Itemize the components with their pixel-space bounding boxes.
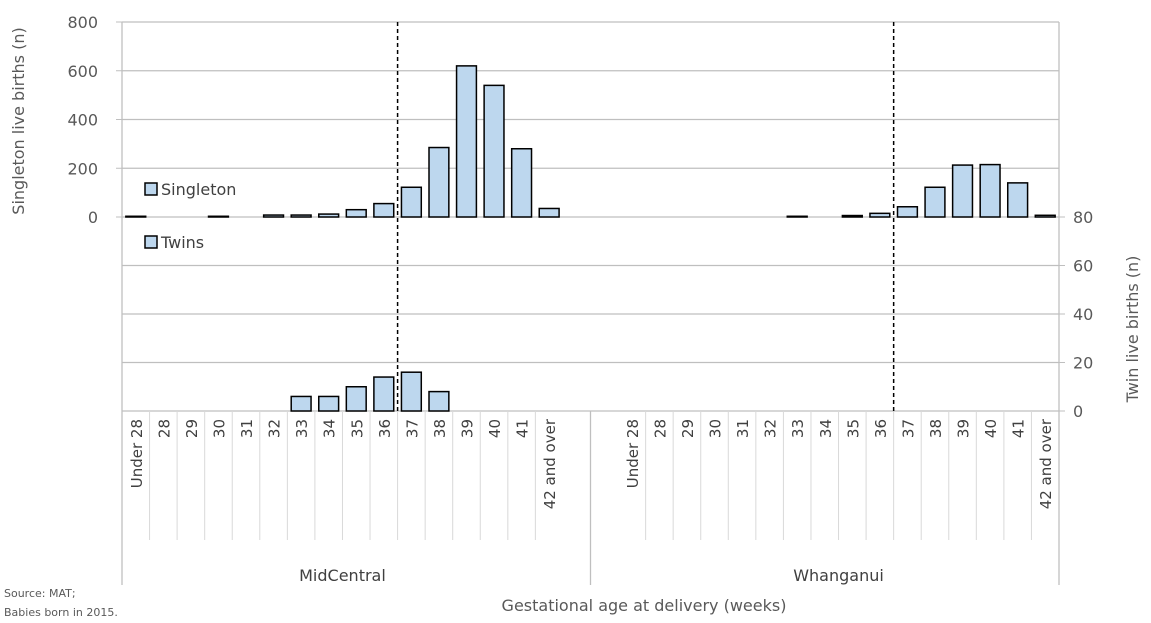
axes	[116, 21, 1065, 585]
group-label: MidCentral	[299, 566, 386, 585]
dashed-reference-lines	[396, 22, 895, 411]
category-label: 41	[514, 419, 532, 438]
legend-twins: Twins	[144, 233, 204, 252]
y-left-tick-label: 800	[67, 13, 98, 32]
category-label: 34	[817, 419, 835, 438]
category-label: 29	[679, 419, 697, 438]
y-left-tick-label: 0	[88, 208, 98, 227]
bars	[125, 65, 1056, 412]
category-label: 42 and over	[541, 418, 559, 509]
y-right-tick-label: 20	[1073, 354, 1093, 373]
y-left-tick-label: 600	[67, 62, 98, 81]
singleton-bar	[869, 212, 891, 218]
category-label: 33	[789, 419, 807, 438]
twin-bar	[400, 371, 423, 412]
legend-twins-swatch	[144, 235, 158, 249]
y-right-tick-label: 0	[1073, 402, 1083, 421]
singleton-bar	[538, 207, 560, 218]
tick-labels: 0 200 400 600 800 0 20 40 60 80	[67, 13, 1093, 421]
legend-singleton-swatch	[144, 182, 158, 196]
category-label: 35	[844, 419, 862, 438]
group-label: Whanganui	[793, 566, 884, 585]
singleton-bar	[951, 164, 974, 218]
category-label: 30	[210, 419, 228, 438]
category-label: 39	[955, 419, 973, 438]
twin-bar	[345, 386, 367, 412]
singleton-bar	[786, 215, 808, 218]
singleton-bar	[979, 163, 1001, 218]
singleton-bar	[373, 202, 395, 218]
singleton-bar	[290, 214, 312, 218]
y-left-tick-label: 400	[67, 111, 98, 130]
y-right-tick-label: 60	[1073, 257, 1093, 276]
y-right-tick-label: 80	[1073, 208, 1093, 227]
singleton-bar	[400, 186, 423, 218]
category-label: 35	[348, 419, 366, 438]
category-label: 34	[321, 419, 339, 438]
y-axis-right-title: Twin live births (n)	[1123, 256, 1142, 404]
twin-bar	[373, 376, 395, 412]
category-label: 40	[982, 419, 1000, 438]
category-labels: Under 28 28 29 30 31 32 33 34 35 36 37 38 39 40 41 42 a…	[128, 418, 1055, 585]
category-label: 31	[238, 419, 256, 438]
category-label: Under 28	[128, 419, 146, 488]
category-label: 39	[458, 419, 476, 438]
legend-singleton-label: Singleton	[161, 180, 236, 199]
singleton-bar	[318, 213, 340, 218]
category-label: 36	[376, 419, 394, 438]
singleton-bar	[510, 148, 533, 218]
category-label: 33	[293, 419, 311, 438]
legend-singleton: Singleton	[144, 180, 236, 199]
y-right-tick-label: 40	[1073, 305, 1093, 324]
singleton-bar	[1034, 214, 1056, 218]
category-label: 40	[486, 419, 504, 438]
category-label: 29	[183, 419, 201, 438]
category-label: 38	[927, 419, 945, 438]
singleton-bar	[345, 208, 367, 218]
twin-bar	[290, 395, 312, 412]
singleton-bar	[455, 65, 478, 218]
x-axis-title: Gestational age at delivery (weeks)	[502, 596, 787, 615]
twin-bar	[318, 395, 340, 412]
category-label: 42 and over	[1037, 418, 1055, 509]
singleton-bar	[924, 186, 946, 218]
singleton-bar	[483, 84, 505, 218]
category-label: 32	[762, 419, 780, 438]
category-label: 30	[707, 419, 725, 438]
category-label: 41	[1010, 419, 1028, 438]
source-note: Source: MAT;	[4, 587, 76, 600]
singleton-bar	[125, 215, 147, 218]
category-label: 28	[155, 419, 173, 438]
category-label: 36	[872, 419, 890, 438]
singleton-bar	[896, 206, 919, 218]
gridlines	[122, 21, 1059, 412]
year-note: Babies born in 2015.	[4, 606, 118, 619]
y-axis-left-title: Singleton live births (n)	[9, 27, 28, 214]
category-label: 32	[266, 419, 284, 438]
category-label: 31	[734, 419, 752, 438]
category-label: 28	[651, 419, 669, 438]
category-label: 38	[431, 419, 449, 438]
singleton-bar	[207, 215, 230, 218]
singleton-bar	[428, 146, 450, 218]
category-label: 37	[403, 419, 421, 438]
singleton-bar	[841, 214, 863, 218]
twin-bar	[428, 390, 450, 412]
legend-twins-label: Twins	[160, 233, 204, 252]
category-label: Under 28	[624, 419, 642, 488]
y-left-tick-label: 200	[67, 159, 98, 178]
category-label: 37	[899, 419, 917, 438]
singleton-bar	[1006, 182, 1029, 218]
singleton-bar	[262, 214, 285, 218]
